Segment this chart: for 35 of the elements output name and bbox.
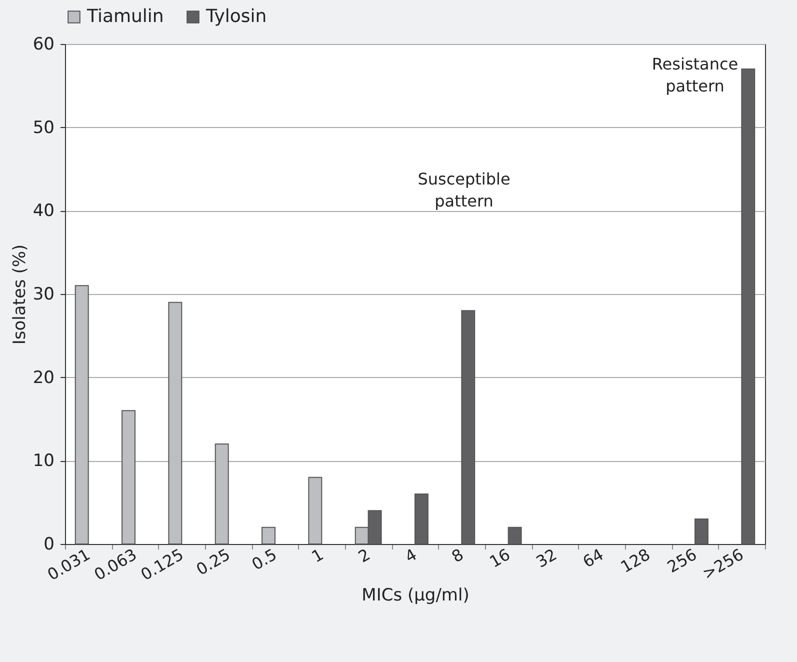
bar <box>414 494 428 544</box>
bar <box>214 444 229 544</box>
annotation: Susceptible pattern <box>418 170 510 210</box>
x-tick-label: 8 <box>448 544 467 566</box>
legend-label: Tylosin <box>205 6 267 27</box>
bar <box>694 518 708 544</box>
bar <box>741 68 756 544</box>
bar <box>168 302 182 544</box>
y-tick-label: 60 <box>32 34 54 54</box>
x-tick-label: 4 <box>402 544 420 566</box>
x-tick-label: 0.25 <box>192 544 234 580</box>
legend-label: Tiamulin <box>86 6 164 27</box>
x-tick-label: 128 <box>617 544 654 577</box>
x-tick-label: 64 <box>580 544 607 572</box>
bar <box>74 285 89 544</box>
y-tick-label: 40 <box>32 201 54 222</box>
annotation: Resistance pattern <box>652 54 738 96</box>
x-tick-label: 256 <box>664 544 700 577</box>
x-tick-label: 1 <box>308 544 327 566</box>
bar <box>308 476 322 544</box>
bar <box>122 410 136 544</box>
y-axis-title: Isolates (%) <box>10 244 30 345</box>
x-tick-label: 32 <box>532 544 560 572</box>
x-axis-title: MICs (µg/ml) <box>362 585 470 606</box>
y-tick-label: 10 <box>32 451 54 472</box>
y-tick-label: 50 <box>32 118 54 138</box>
y-tick-label: 20 <box>32 368 54 388</box>
bar <box>262 526 276 544</box>
x-tick-label: 2 <box>355 544 374 566</box>
bar <box>508 526 522 544</box>
x-tick-label: 0.5 <box>248 544 280 574</box>
x-tick-label: 16 <box>486 544 514 572</box>
bar <box>461 310 476 544</box>
y-tick-label: 30 <box>32 284 54 304</box>
y-tick-label: 0 <box>44 534 54 554</box>
